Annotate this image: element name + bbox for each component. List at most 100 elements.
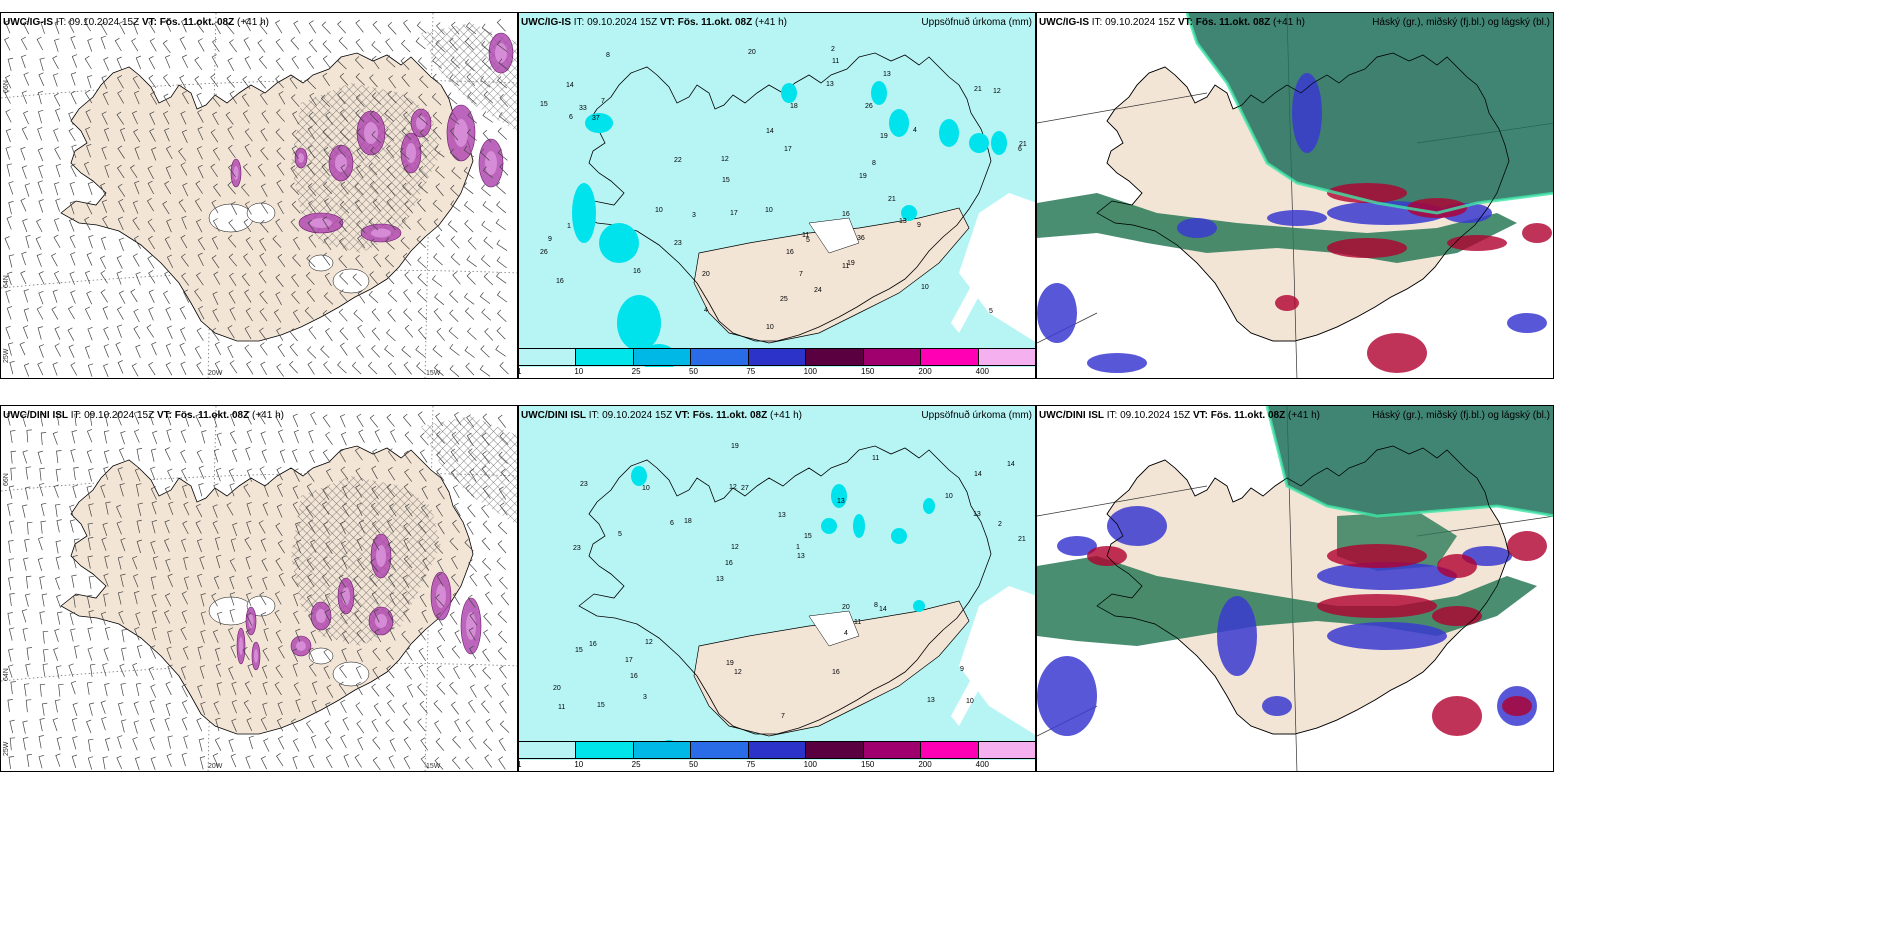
precip-area bbox=[631, 466, 647, 486]
colorbar-swatch bbox=[978, 349, 1035, 365]
precip-value: 23 bbox=[674, 240, 682, 247]
precip-value: 27 bbox=[741, 485, 749, 492]
colorbar-swatch bbox=[748, 349, 807, 365]
precip-value: 10 bbox=[945, 493, 953, 500]
precip-area bbox=[991, 131, 1007, 155]
model-name: UWC/DINI ISL bbox=[3, 410, 68, 421]
precip-area bbox=[901, 205, 917, 221]
precip-value: 20 bbox=[702, 271, 710, 278]
cloud-map-layer bbox=[1037, 13, 1553, 378]
model-name: UWC/IG-IS bbox=[1039, 17, 1089, 28]
colorbar-swatch bbox=[519, 349, 577, 365]
init-time: IT: 09.10.2024 15Z bbox=[1089, 17, 1178, 28]
map-panel-wind: UWC/DINI ISL IT: 09.10.2024 15Z VT: Fös.… bbox=[0, 405, 518, 772]
model-name: UWC/DINI ISL bbox=[521, 410, 586, 421]
precip-area bbox=[781, 83, 797, 103]
colorbar-label: 200 bbox=[918, 760, 932, 769]
precip-value: 20 bbox=[748, 49, 756, 56]
valid-time: VT: Fös. 11.okt. 08Z bbox=[141, 17, 235, 28]
colorbar-swatch bbox=[691, 742, 749, 758]
valid-time: VT: Fös. 11.okt. 08Z bbox=[1192, 410, 1286, 421]
map-canvas: 1125231921161213263316163720211020171426… bbox=[519, 13, 1035, 378]
heavy-precip-blobs bbox=[236, 533, 482, 671]
low-clouds bbox=[1275, 183, 1552, 373]
lead-time: (+41 h) bbox=[767, 410, 802, 421]
precip-value: 13 bbox=[883, 71, 891, 78]
precip-value: 26 bbox=[540, 249, 548, 256]
precip-map-layer: 1023141313151213161820162715142319212013… bbox=[519, 406, 1035, 771]
valid-time: VT: Fös. 11.okt. 08Z bbox=[674, 410, 768, 421]
panel-title: UWC/IG-IS IT: 09.10.2024 15Z VT: Fös. 11… bbox=[1039, 17, 1305, 28]
precip-value: 4 bbox=[913, 127, 917, 134]
precip-value: 18 bbox=[790, 103, 798, 110]
precip-value: 15 bbox=[722, 177, 730, 184]
panel-variable-title: Háský (gr.), miðský (fj.bl.) og lágský (… bbox=[1372, 17, 1550, 28]
precip-value: 13 bbox=[797, 553, 805, 560]
precip-value: 3 bbox=[692, 212, 696, 219]
iceland-coastline bbox=[578, 52, 992, 342]
latitude-label: 25W bbox=[3, 348, 10, 363]
wind-map-layer bbox=[1, 13, 517, 378]
panel-variable-title: Uppsöfnuð úrkoma (mm) bbox=[921, 410, 1032, 421]
precip-value: 6 bbox=[1018, 146, 1022, 153]
precip-values: 1125231921161213263316163720211020171426… bbox=[540, 46, 1027, 331]
iceland-coastline bbox=[578, 445, 992, 735]
precip-value: 16 bbox=[633, 268, 641, 275]
mid-clouds bbox=[1037, 506, 1537, 736]
wind-barbs bbox=[6, 410, 510, 771]
precip-value: 14 bbox=[974, 471, 982, 478]
precip-value: 11 bbox=[558, 704, 565, 711]
precip-area bbox=[913, 600, 925, 612]
glacier bbox=[332, 268, 370, 294]
colorbar-label: 100 bbox=[803, 760, 818, 769]
lead-time: (+41 h) bbox=[752, 17, 787, 28]
latitude-label: 66N bbox=[3, 473, 10, 486]
precip-value: 20 bbox=[842, 604, 850, 611]
wind-barbs bbox=[4, 17, 510, 378]
precip-area bbox=[585, 113, 613, 133]
colorbar-swatch bbox=[921, 349, 979, 365]
panel-title: UWC/IG-IS IT: 09.10.2024 15Z VT: Fös. 11… bbox=[3, 17, 269, 28]
precip-value: 5 bbox=[989, 308, 993, 315]
precip-value: 9 bbox=[917, 222, 921, 229]
precip-value: 7 bbox=[799, 271, 803, 278]
colorbar-swatch bbox=[806, 349, 864, 365]
precip-area bbox=[821, 518, 837, 534]
precip-area bbox=[923, 498, 935, 514]
glacier bbox=[308, 254, 334, 272]
precip-value: 26 bbox=[865, 103, 873, 110]
precip-value: 10 bbox=[966, 698, 974, 705]
colorbar-label: 200 bbox=[918, 367, 932, 376]
precip-area bbox=[853, 514, 865, 538]
panel-variable-title: Háský (gr.), miðský (fj.bl.) og lágský (… bbox=[1372, 410, 1550, 421]
graticule bbox=[1, 406, 517, 771]
map-panel-precip: 11 25 23 19 21 16 12 13 26 33 16 16 37 20 21 10 20 17 14 26… bbox=[518, 12, 1036, 379]
colorbar-label: 25 bbox=[631, 760, 641, 769]
latitude-label: 64N bbox=[3, 668, 10, 681]
precip-value: 16 bbox=[832, 669, 840, 676]
precip-value: 16 bbox=[842, 211, 850, 218]
colorbar-label: 150 bbox=[861, 760, 875, 769]
precip-value: 12 bbox=[731, 544, 739, 551]
precip-area bbox=[871, 81, 887, 105]
precip-value: 18 bbox=[684, 518, 692, 525]
precip-value: 15 bbox=[597, 702, 605, 709]
precip-value: 22 bbox=[674, 157, 682, 164]
map-panel-wind: UWC/IG-IS IT: 09.10.2024 15Z VT: Fös. 11… bbox=[0, 12, 518, 379]
precip-value: 19 bbox=[731, 443, 739, 450]
colorbar-label: 400 bbox=[975, 367, 990, 376]
wind-map-layer bbox=[1, 406, 517, 771]
precip-value: 11 bbox=[802, 232, 809, 239]
precip-value: 8 bbox=[874, 602, 878, 609]
model-name: UWC/DINI ISL bbox=[1039, 410, 1104, 421]
precip-value: 13 bbox=[778, 512, 786, 519]
precip-value: 12 bbox=[645, 639, 653, 646]
lead-time: (+41 h) bbox=[1285, 410, 1320, 421]
precip-value: 5 bbox=[618, 531, 622, 538]
precip-value: 10 bbox=[766, 324, 774, 331]
precip-value: 19 bbox=[859, 173, 867, 180]
precip-value: 15 bbox=[575, 647, 583, 654]
precip-value: 17 bbox=[625, 657, 633, 664]
precip-area bbox=[617, 295, 661, 351]
longitude-label: 20W bbox=[208, 370, 223, 377]
